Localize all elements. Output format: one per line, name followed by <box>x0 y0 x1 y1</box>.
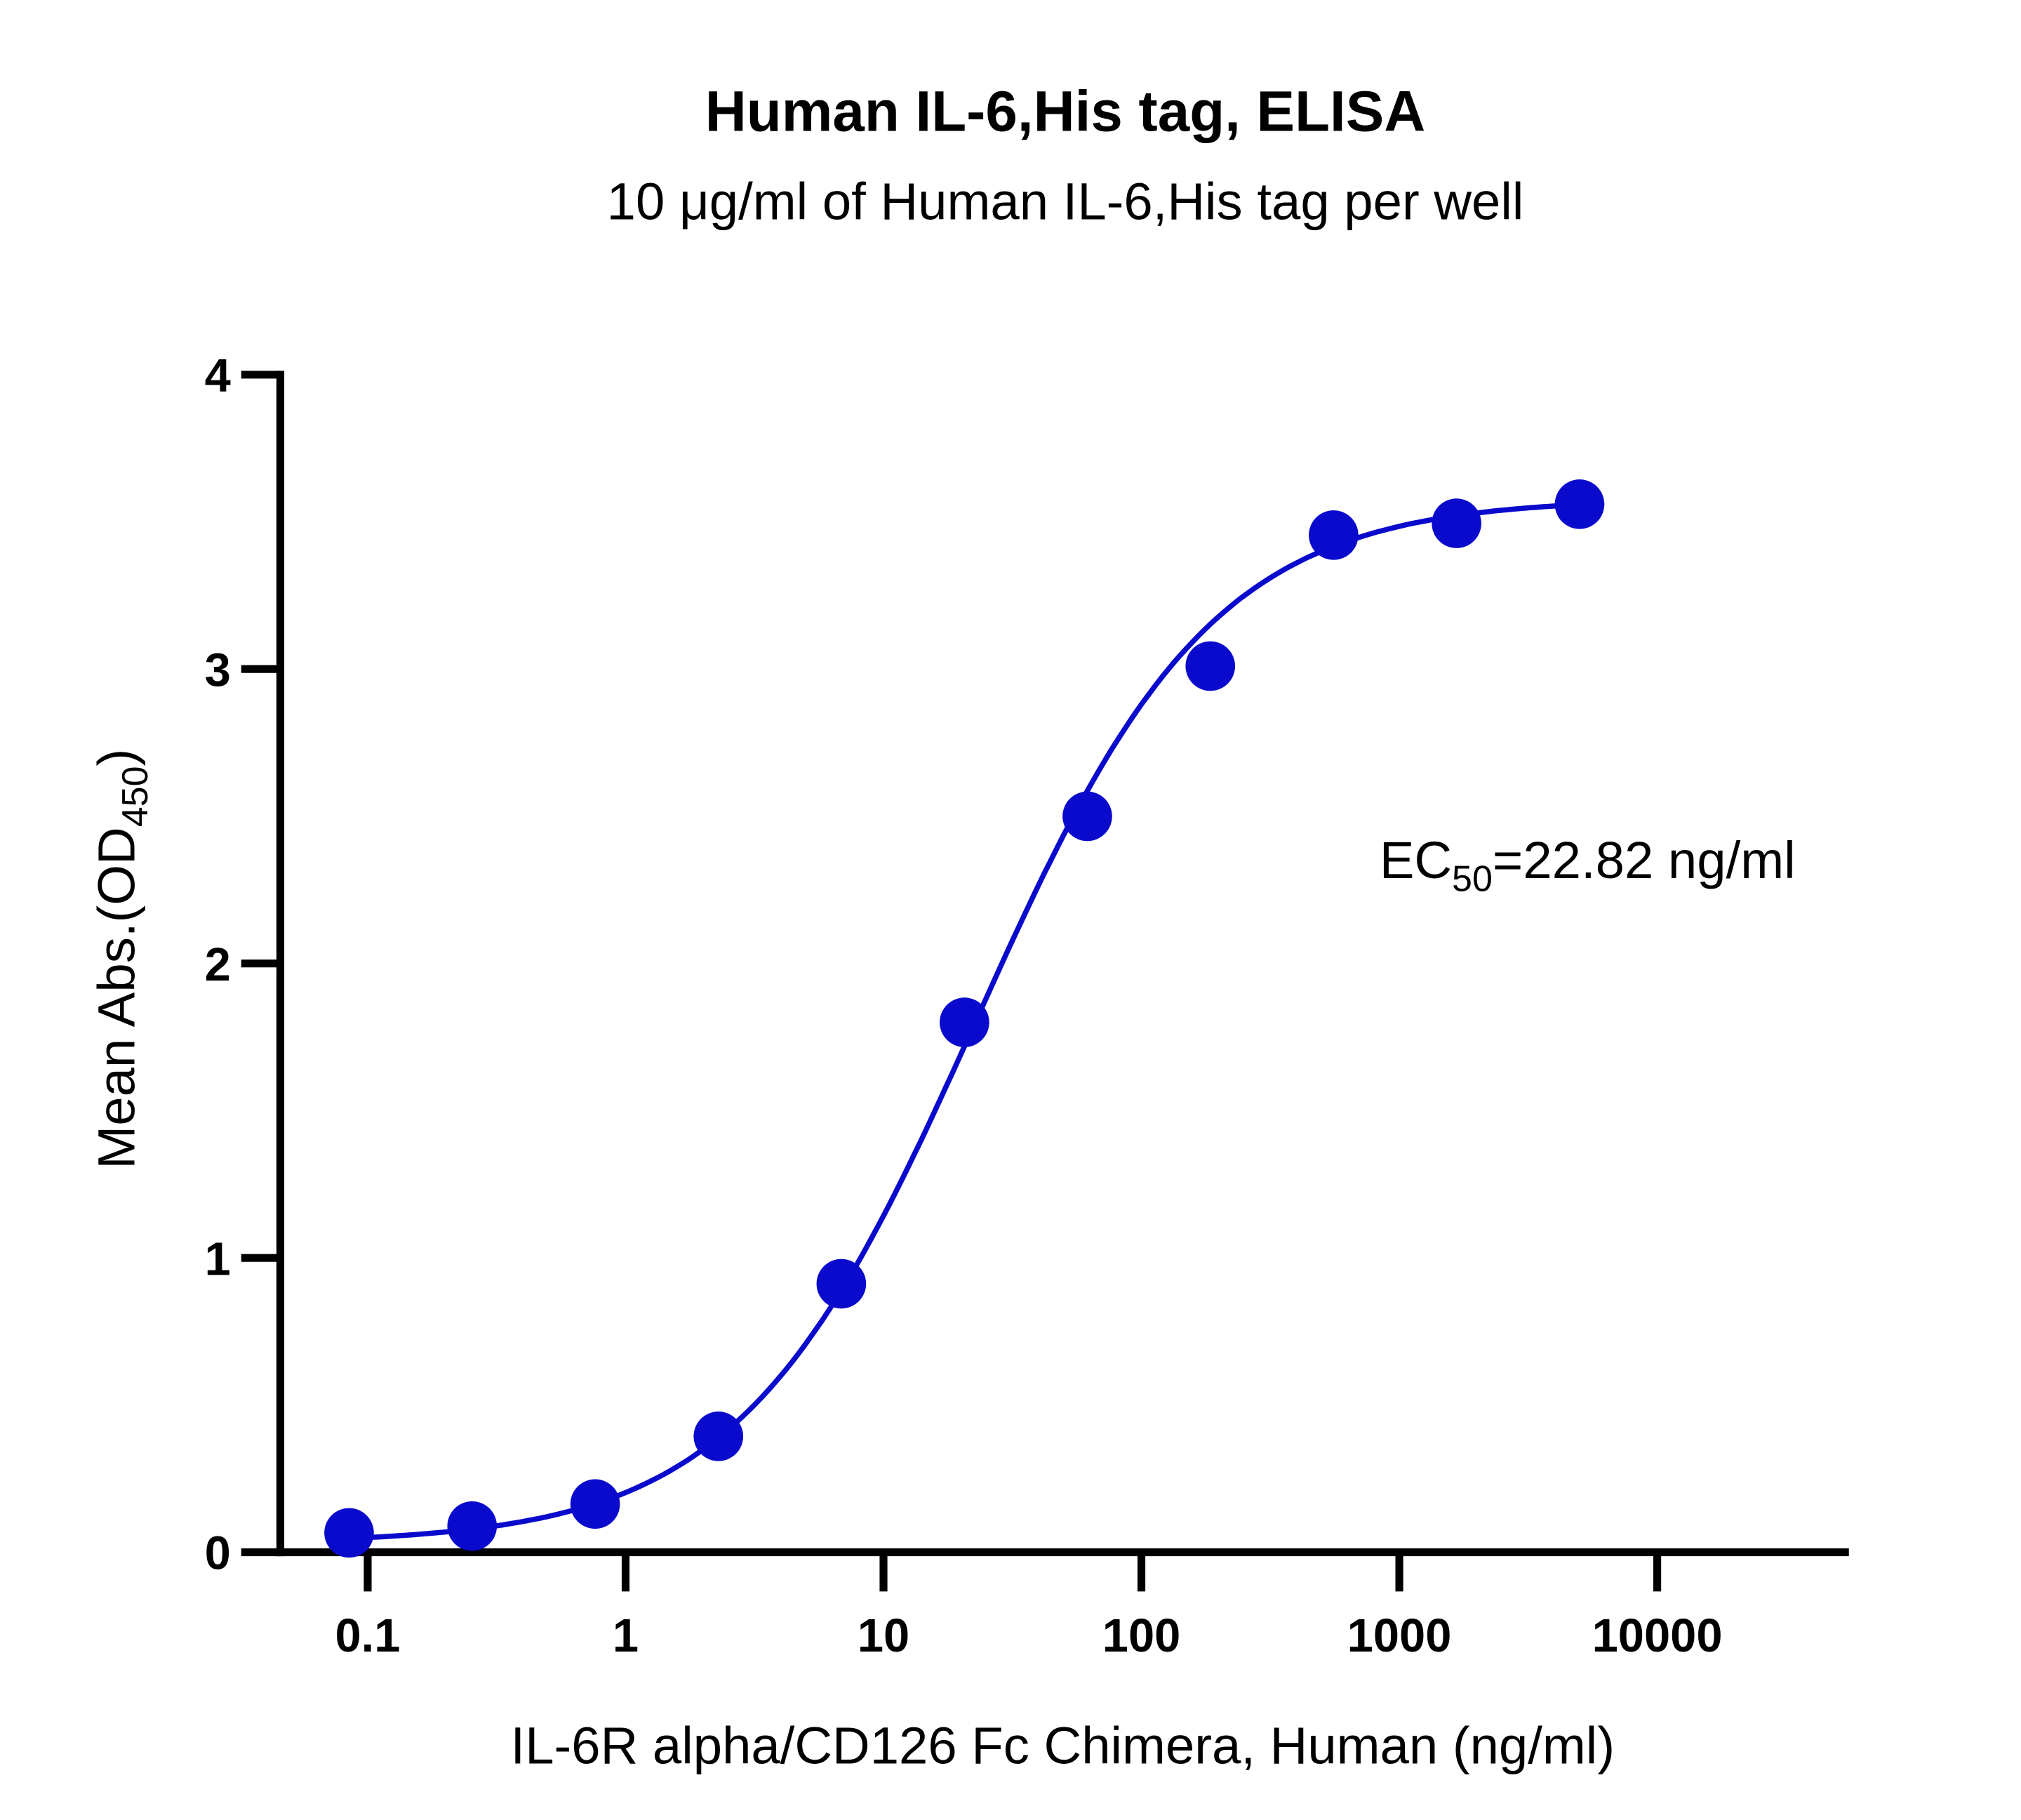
data-point <box>1554 479 1605 529</box>
x-axis-label: IL-6R alpha/CD126 Fc Chimera, Human (ng/… <box>511 1717 1615 1775</box>
data-point <box>1185 641 1236 691</box>
data-point <box>1432 498 1481 548</box>
data-point <box>940 997 989 1047</box>
y-axis-label: Mean Abs.(OD450) <box>87 749 156 1169</box>
y-tick-label: 1 <box>205 1233 231 1285</box>
y-tick-label: 4 <box>205 350 231 402</box>
x-tick-label: 10 <box>858 1609 909 1662</box>
data-point <box>1309 510 1359 560</box>
y-tick-label: 0 <box>205 1527 231 1580</box>
x-tick-label: 10000 <box>1592 1609 1723 1662</box>
data-point <box>1062 791 1112 842</box>
ec50-annotation: EC50=22.82 ng/ml <box>1380 831 1796 900</box>
y-tick-label: 2 <box>205 938 231 991</box>
data-point <box>570 1479 620 1529</box>
data-point <box>693 1412 744 1461</box>
chart-title: Human IL-6,His tag, ELISA <box>705 79 1426 143</box>
data-marks <box>324 479 1605 1558</box>
chart-subtitle: 10 μg/ml of Human IL-6,His tag per well <box>607 173 1524 231</box>
y-tick-label: 3 <box>205 644 231 696</box>
x-tick-label: 1 <box>613 1609 639 1662</box>
data-point <box>324 1508 374 1558</box>
data-point <box>816 1258 867 1309</box>
data-point <box>447 1501 498 1551</box>
x-tick-label: 100 <box>1102 1609 1181 1662</box>
axes: 0 1 2 3 4 0.1 1 10 100 1000 10000 <box>205 350 1849 1662</box>
x-tick-label: 1000 <box>1347 1609 1452 1662</box>
x-tick-label: 0.1 <box>335 1609 400 1662</box>
